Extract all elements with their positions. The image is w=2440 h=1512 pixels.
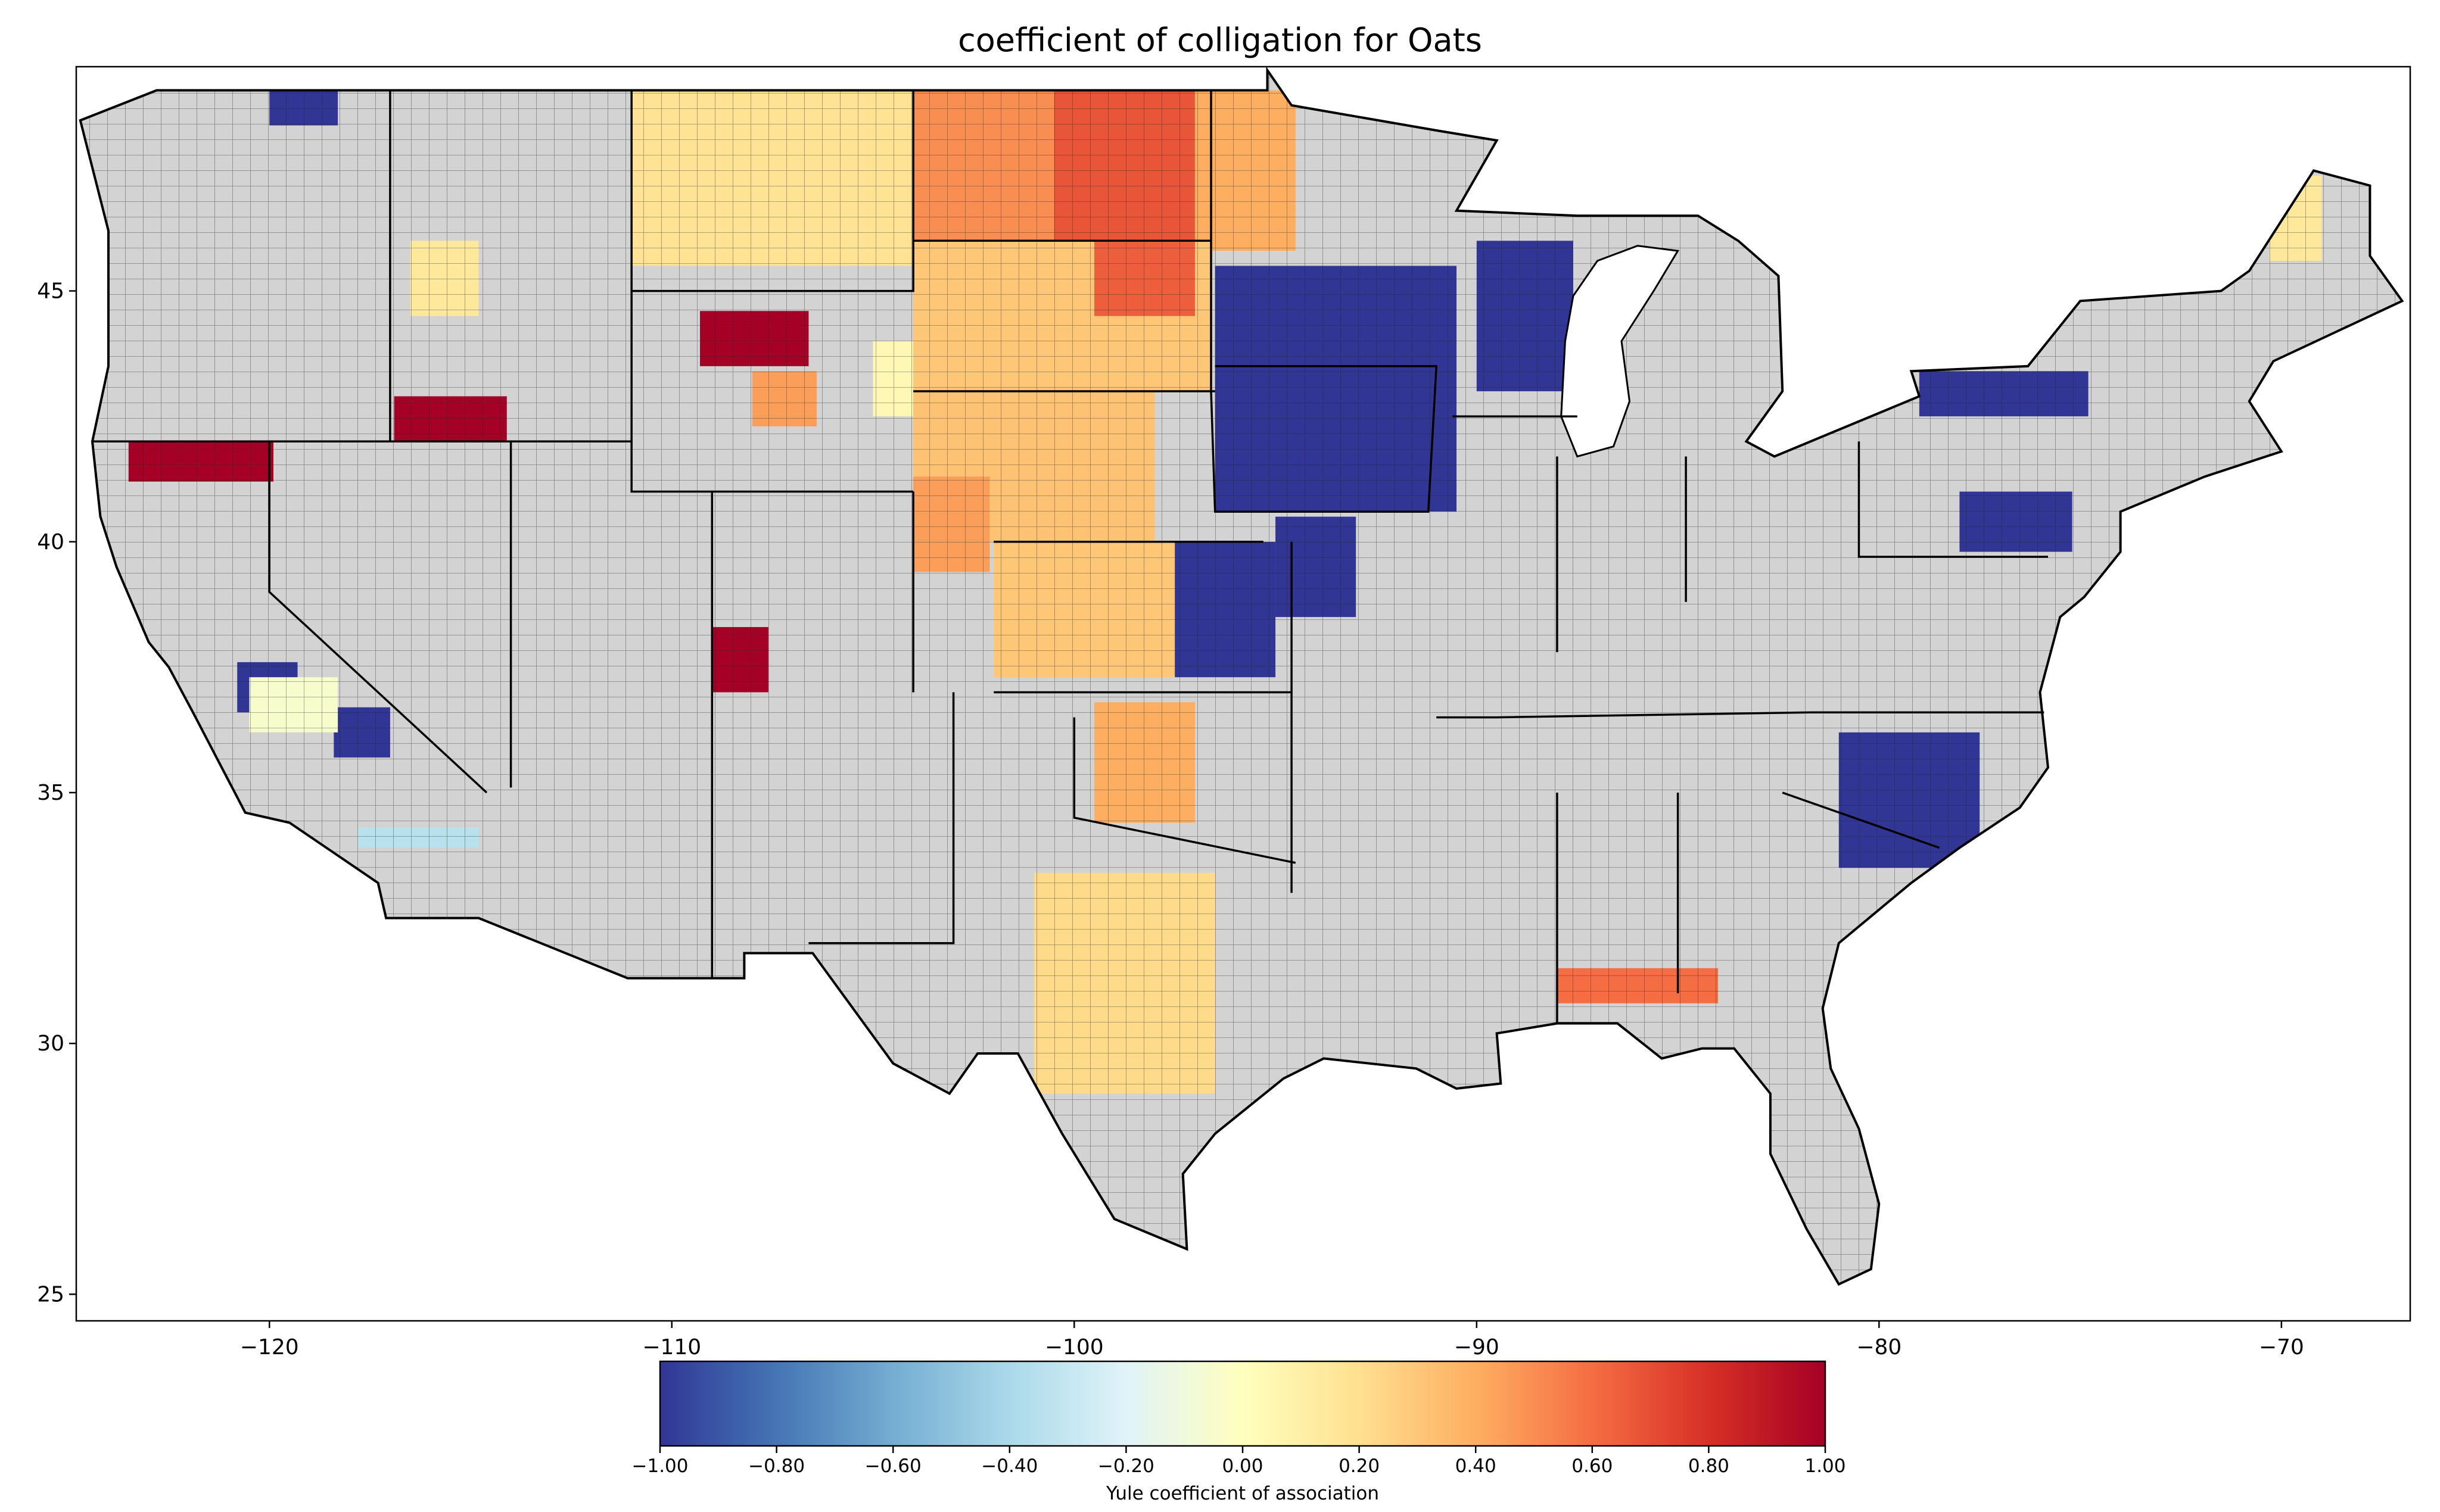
x-tick-label: −120 [240, 1335, 299, 1360]
colorbar-tick-label: 0.80 [1688, 1455, 1729, 1477]
state-border [630, 90, 914, 292]
y-tick-label: 25 [37, 1282, 64, 1307]
y-axis: 25 30 35 40 45 [37, 279, 76, 1307]
state-border [268, 441, 488, 794]
colorbar-tick-label: −0.60 [865, 1455, 922, 1477]
county-borders [80, 70, 2402, 1285]
colorbar: Yule coefficient of association −1.00 −0.… [632, 1360, 1846, 1504]
state-border [808, 692, 955, 944]
us-outline [79, 66, 2404, 1286]
axes-frame [75, 66, 2411, 1322]
colorbar-tick-label: 1.00 [1804, 1455, 1845, 1477]
colorbar-tick-label: 0.00 [1222, 1455, 1263, 1477]
colorbar-tick-label: −1.00 [632, 1455, 689, 1477]
colorbar-tick-label: 0.20 [1339, 1455, 1380, 1477]
colorbar-tick-label: −0.40 [981, 1455, 1038, 1477]
y-tick-label: 40 [37, 530, 64, 554]
colorbar-label: Yule coefficient of association [1106, 1483, 1379, 1504]
x-tick-label: −100 [1045, 1335, 1104, 1360]
state-border [1073, 717, 1296, 864]
state-border [630, 291, 914, 493]
state-border [1210, 90, 1438, 513]
state-border [1782, 791, 1940, 849]
chart-title: coefficient of colligation for Oats [958, 21, 1482, 59]
colorbar-tick-label: 0.40 [1455, 1455, 1496, 1477]
y-tick-label: 30 [37, 1031, 64, 1056]
colorbar-tick-label: 0.60 [1571, 1455, 1613, 1477]
x-axis: −120 −110 −100 −90 −80 −70 [240, 1321, 2304, 1360]
colorbar-tick-label: −0.20 [1098, 1455, 1154, 1477]
x-tick-label: −110 [642, 1335, 701, 1360]
y-tick-label: 45 [37, 279, 64, 304]
x-tick-label: −90 [1454, 1335, 1499, 1360]
state-border [1436, 711, 2044, 719]
colorbar-tick-label: −0.80 [748, 1455, 805, 1477]
lake-michigan [1560, 245, 1680, 458]
x-tick-label: −80 [1856, 1335, 1901, 1360]
colorbar-gradient [659, 1360, 1826, 1447]
x-tick-label: −70 [2259, 1335, 2304, 1360]
y-tick-label: 35 [37, 781, 64, 805]
state-border [1857, 441, 2048, 558]
